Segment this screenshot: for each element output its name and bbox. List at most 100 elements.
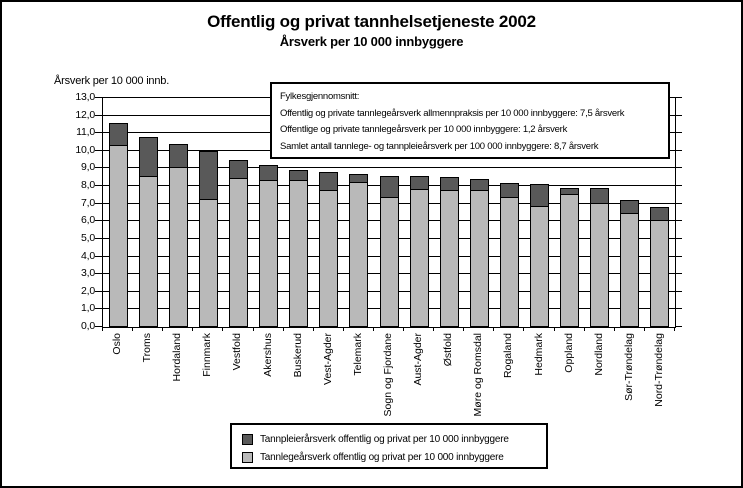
bar-segment-tannpleier (228, 159, 248, 180)
x-tick-mark (342, 327, 344, 331)
x-axis-label-akershus: Akershus (261, 333, 274, 377)
y-tick-mark-left (95, 273, 102, 274)
y-tick-mark-left (95, 132, 102, 133)
y-tick-mark-left (95, 203, 102, 204)
x-tick-mark (372, 327, 374, 331)
bar-segment-tannlege (259, 179, 279, 327)
x-axis-label-oppland: Oppland (562, 333, 575, 373)
y-tick-mark-left (95, 238, 102, 239)
bar-vestfold (228, 159, 248, 327)
y-tick-mark-left (95, 326, 102, 327)
y-tick-mark-right (675, 167, 682, 168)
y-tick-mark-left (95, 167, 102, 168)
bar-segment-tannlege (560, 193, 580, 327)
bar-segment-tannpleier (198, 150, 218, 201)
y-tick-label: 2,0 (81, 285, 95, 297)
y-tick-mark-right (675, 291, 682, 292)
bar-telemark (349, 173, 369, 327)
y-tick-mark-right (675, 238, 682, 239)
y-tick-label: 4,0 (81, 250, 95, 262)
x-axis-label-aust-agder: Aust-Agder (412, 333, 425, 386)
x-tick-mark (493, 327, 495, 331)
bar-segment-tannlege (379, 197, 399, 327)
x-axis-label-troms: Troms (141, 333, 154, 363)
x-tick-mark (252, 327, 254, 331)
x-axis-label-s-r-tr-ndelag: Sør-Trøndelag (622, 333, 635, 401)
y-tick-mark-left (95, 150, 102, 151)
y-axis-title: Årsverk per 10 000 innb. (54, 75, 170, 87)
bar-finnmark (198, 150, 218, 327)
y-tick-mark-left (95, 220, 102, 221)
annotation-line: Offentlige og private tannlegeårsverk pe… (280, 124, 568, 135)
y-tick-mark-right (675, 97, 682, 98)
x-tick-mark (132, 327, 134, 331)
annotation-line: Offentlig og private tannlegeårsverk all… (280, 107, 625, 119)
bar-segment-tannlege (228, 178, 248, 327)
chart-subtitle: Årsverk per 10 000 innbyggere (279, 34, 464, 49)
x-tick-mark (583, 327, 585, 331)
y-tick-mark-left (95, 97, 102, 98)
bar-segment-tannpleier (499, 182, 519, 199)
bar-s-r-tr-ndelag (620, 200, 640, 327)
y-tick-label: 0,0 (81, 320, 95, 332)
x-tick-mark (403, 327, 405, 331)
bar-segment-tannpleier (108, 122, 128, 146)
bar-segment-tannpleier (168, 143, 188, 169)
y-tick-label: 6,0 (81, 214, 95, 226)
legend-item-tannpleier: Tannpleierårsverk offentlig og privat pe… (242, 430, 536, 448)
chart-title: Offentlig og privat tannhelsetjeneste 20… (207, 12, 536, 31)
y-tick-label: 3,0 (81, 267, 95, 279)
bar-nord-tr-ndelag (650, 207, 670, 327)
bar-segment-tannpleier (319, 171, 339, 192)
legend-item-tannlege: Tannlegeårsverk offentlig og privat per … (242, 448, 536, 466)
x-axis-label-sogn-og-fjordane: Sogn og Fjordane (382, 333, 394, 417)
x-axis-label-telemark: Telemark (351, 333, 364, 376)
y-tick-label: 1,0 (81, 302, 95, 314)
annotation-line: Samlet antall tannlege- og tannpleieårsv… (280, 140, 599, 152)
y-tick-mark-right (675, 203, 682, 204)
bar-segment-tannlege (620, 213, 640, 327)
bar-segment-tannpleier (138, 136, 158, 178)
y-tick-mark-right (675, 115, 682, 116)
bar-segment-tannlege (469, 190, 489, 327)
bar-segment-tannlege (530, 206, 550, 327)
legend-marker-tannlege-icon (242, 451, 253, 463)
x-tick-mark (433, 327, 435, 331)
bar-segment-tannlege (319, 190, 339, 327)
bar-segment-tannlege (349, 181, 369, 327)
bar-segment-tannpleier (620, 200, 640, 215)
x-axis-label-nordland: Nordland (592, 333, 605, 376)
x-tick-mark (102, 327, 103, 331)
bar-segment-tannlege (108, 144, 128, 327)
bar-segment-tannlege (650, 220, 670, 327)
bar-segment-tannpleier (530, 184, 550, 208)
x-axis-label-oslo: Oslo (111, 333, 124, 355)
x-tick-mark (282, 327, 284, 331)
bar-segment-tannlege (590, 202, 610, 327)
annotation-box: Fylkesgjennomsnitt: Offentlig og private… (270, 82, 670, 159)
y-tick-mark-right (675, 326, 682, 327)
legend-marker-tannpleier-icon (242, 433, 253, 445)
y-tick-mark-right (675, 132, 682, 133)
x-axis-label-finnmark: Finnmark (201, 333, 214, 377)
x-tick-mark (222, 327, 224, 331)
y-tick-mark-right (675, 150, 682, 151)
x-tick-mark (162, 327, 164, 331)
bar-segment-tannpleier (379, 175, 399, 199)
y-tick-mark-right (675, 220, 682, 221)
x-tick-mark (643, 327, 645, 331)
bar-aust-agder (409, 175, 429, 327)
x-axis-label-vestfold: Vestfold (231, 333, 244, 371)
bar-buskerud (289, 170, 309, 327)
x-axis-label-vest-agder: Vest-Agder (321, 333, 334, 385)
y-tick-mark-right (675, 256, 682, 257)
y-tick-mark-left (95, 308, 102, 309)
x-tick-mark (312, 327, 314, 331)
x-tick-mark (613, 327, 615, 331)
x-axis-label-nord-tr-ndelag: Nord-Trøndelag (652, 333, 665, 407)
bar-segment-tannlege (499, 197, 519, 327)
x-tick-mark (523, 327, 525, 331)
y-tick-mark-right (675, 273, 682, 274)
x-axis-label-hordaland: Hordaland (171, 333, 184, 382)
